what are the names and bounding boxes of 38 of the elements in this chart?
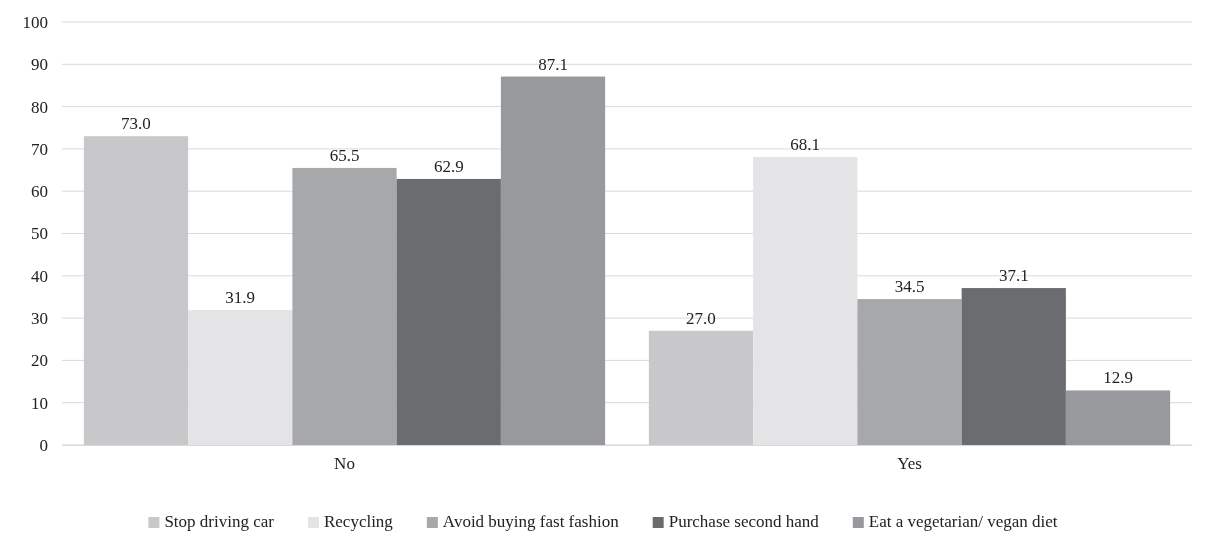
text: 31.9 [225, 288, 256, 308]
text: 37.1 [998, 266, 1029, 286]
legend-label: Recycling [323, 512, 394, 531]
y-tick-label: 100 [22, 12, 48, 32]
text: 87.1 [538, 54, 568, 74]
text: 65.5 [329, 145, 360, 165]
bar [857, 299, 962, 445]
y-tick-label: 70 [31, 139, 48, 159]
bar [961, 288, 1066, 445]
y-tick-label: 0 [39, 435, 48, 455]
legend-label: Avoid buying fast fashion [442, 512, 620, 531]
text: 73.0 [121, 114, 151, 134]
y-tick-label: 60 [31, 182, 48, 202]
text: 68.1 [790, 134, 821, 154]
legend-label: Eat a vegetarian/ vegan diet [868, 512, 1058, 531]
y-tick-label: 40 [31, 266, 48, 286]
x-tick-label: Yes [897, 454, 922, 474]
y-tick-label: 10 [31, 393, 48, 413]
legend-label: Purchase second hand [668, 512, 820, 531]
text: 12.9 [1103, 368, 1133, 388]
bar [188, 310, 293, 445]
bar [753, 156, 858, 445]
text: 62.9 [433, 156, 464, 176]
bar [396, 178, 501, 445]
bar [648, 330, 754, 445]
text: 27.0 [686, 308, 716, 328]
y-tick-label: 20 [31, 351, 48, 371]
bar [500, 76, 606, 445]
legend-label: Stop driving car [164, 512, 275, 531]
bar [1065, 390, 1171, 445]
bar [292, 167, 397, 445]
y-tick-label: 50 [31, 224, 48, 244]
y-tick-label: 90 [31, 55, 48, 75]
y-tick-label: 80 [31, 97, 48, 117]
text: 34.5 [894, 277, 925, 297]
y-tick-label: 30 [31, 309, 48, 329]
x-tick-label: No [334, 454, 355, 474]
bar [83, 136, 189, 445]
